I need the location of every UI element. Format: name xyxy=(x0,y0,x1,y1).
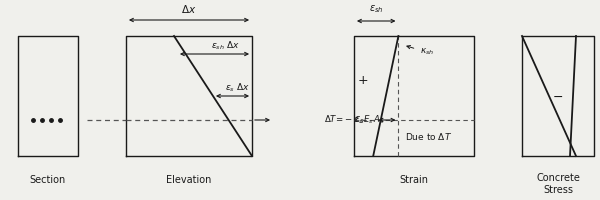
Text: $\kappa_{sh}$: $\kappa_{sh}$ xyxy=(420,47,434,57)
Text: $\varepsilon_{sh}\ \Delta x$: $\varepsilon_{sh}\ \Delta x$ xyxy=(211,40,239,52)
Text: Due to $\Delta T$: Due to $\Delta T$ xyxy=(405,130,452,142)
Text: $\varepsilon_s\ \Delta x$: $\varepsilon_s\ \Delta x$ xyxy=(224,82,250,94)
Text: Section: Section xyxy=(30,175,66,185)
Text: $\varepsilon_s$: $\varepsilon_s$ xyxy=(354,114,365,126)
Text: $\varepsilon_{sh}$: $\varepsilon_{sh}$ xyxy=(369,3,383,15)
Text: +: + xyxy=(358,73,368,86)
Text: $-$: $-$ xyxy=(553,90,563,102)
Text: $\Delta T\!=\!-\varepsilon_s\,E_s\,A_s$: $\Delta T\!=\!-\varepsilon_s\,E_s\,A_s$ xyxy=(324,114,384,126)
Text: Concrete
Stress: Concrete Stress xyxy=(536,173,580,195)
Text: Elevation: Elevation xyxy=(166,175,212,185)
Text: Strain: Strain xyxy=(400,175,428,185)
Text: $\Delta x$: $\Delta x$ xyxy=(181,3,197,15)
